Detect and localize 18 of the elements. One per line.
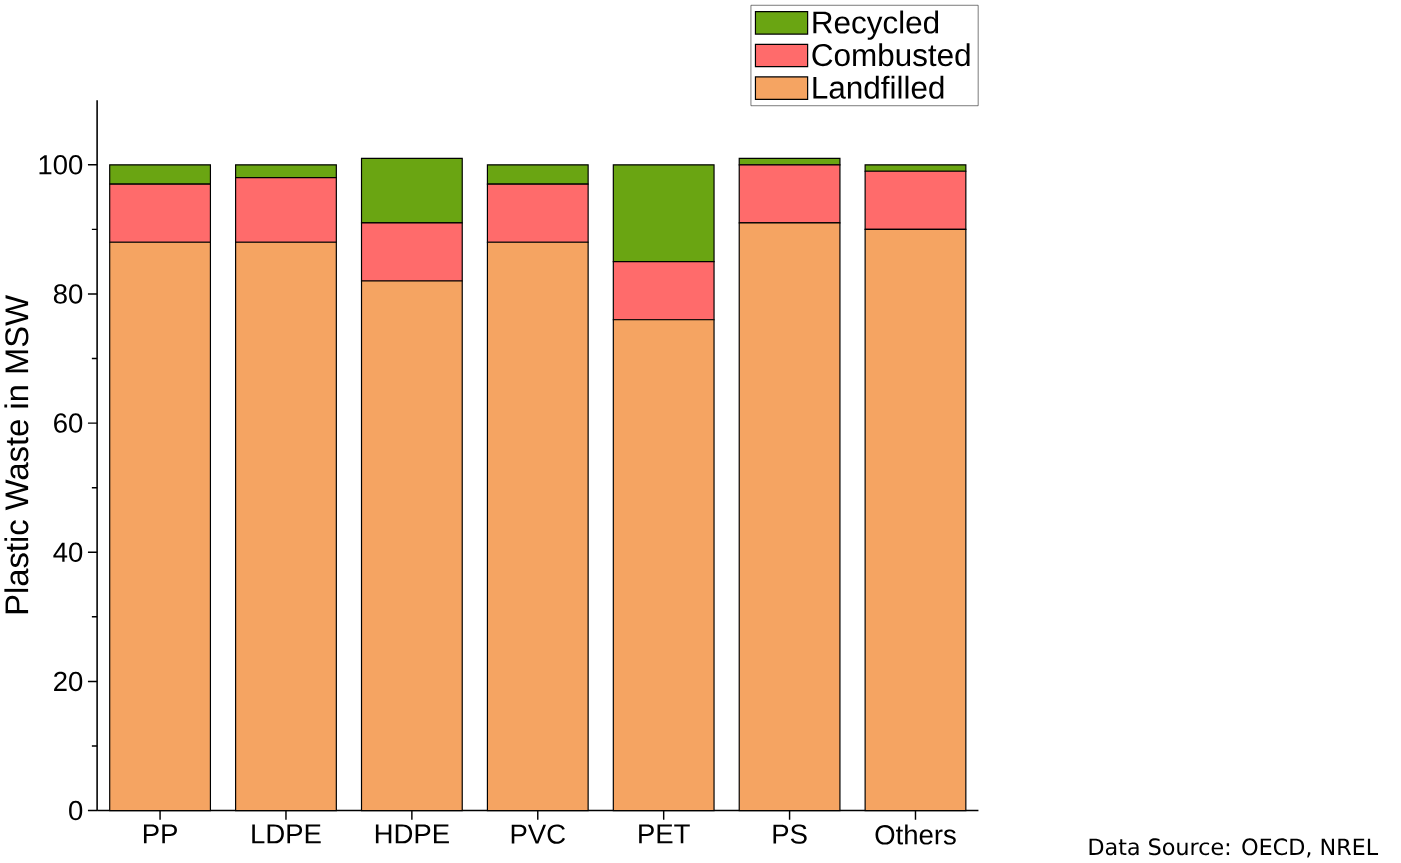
x-tick-label: HDPE: [375, 824, 449, 844]
x-tick-label: PET: [639, 824, 690, 844]
y-tick-label: 60: [54, 413, 83, 434]
y-tick-label: 80: [53, 284, 83, 304]
x-tick-label: PS: [773, 824, 807, 845]
y-tick-label: 20: [54, 671, 83, 692]
source-note: Data Source: OECD, NREL: [1089, 838, 1379, 858]
y-axis-title: Plastic Waste in MSW: [4, 295, 29, 614]
x-tick-label: PP: [143, 824, 177, 844]
x-tick-label: LDPE: [252, 824, 321, 844]
x-tick-label: PVC: [511, 824, 566, 845]
y-tick-label: 100: [39, 155, 83, 175]
x-tick-label: Others: [875, 824, 956, 845]
legend-label: Recycled: [813, 10, 939, 41]
legend-label: Landfilled: [813, 75, 944, 99]
y-tick-label: 0: [69, 801, 83, 821]
y-tick-label: 40: [53, 542, 83, 563]
legend-label: Combusted: [812, 43, 970, 67]
